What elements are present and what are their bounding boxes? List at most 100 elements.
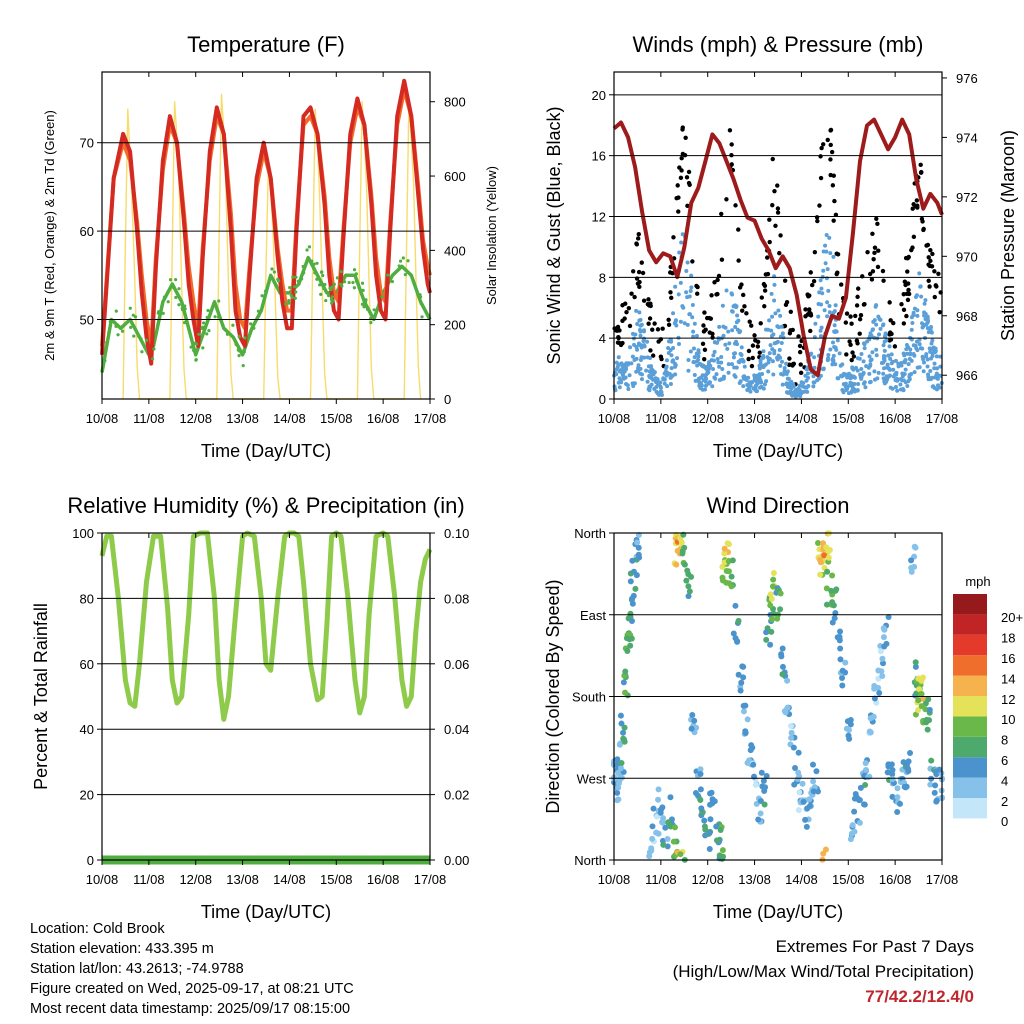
wind-point [638,358,643,363]
gust-point [808,270,813,275]
dewpoint-point [302,271,306,275]
dewpoint-point [390,279,395,284]
direction-point [915,697,922,704]
winds-xlabel: Time (Day/UTC) [713,441,843,461]
direction-point [799,780,806,787]
gust-point [715,277,720,283]
wind-point [785,384,790,389]
gust-point [702,310,707,315]
wind-point [773,311,778,316]
direction-point [831,615,838,622]
x-tick-label: 14/08 [273,872,306,887]
direction-point [782,709,789,716]
dewpoint-point [323,282,327,287]
wind-point [801,384,806,389]
gust-point [791,361,797,366]
wind-point [901,351,906,356]
dewpoint-point [360,281,365,285]
y-right-tick-label: 976 [956,71,978,86]
direction-point [646,853,653,860]
wind-point [849,375,854,380]
recent-text: Most recent data timestamp: 2025/09/17 0… [30,1001,351,1017]
direction-point [728,573,735,580]
y-tick-label: West [577,771,607,786]
gust-point [871,257,876,262]
direction-point [918,690,925,697]
direction-point [685,593,692,600]
direction-point [877,648,884,655]
direction-point [734,638,741,645]
direction-point [912,544,919,551]
x-tick-label: 12/08 [179,411,212,426]
gust-point [727,128,733,133]
wind-point [614,372,619,377]
gust-point [798,362,803,367]
wind-point [834,347,839,352]
wind-point [769,291,774,296]
direction-point [760,777,767,784]
dewpoint-point [194,351,198,355]
latlon-text: Station lat/lon: 43.2613; -74.9788 [30,961,244,977]
wind-point [920,321,925,326]
dewpoint-point [364,300,368,304]
wind-point [898,387,903,392]
gust-point [701,329,707,334]
dewpoint-point [291,275,295,279]
gust-point [835,270,840,275]
direction-point [916,686,923,693]
wind-point [886,366,891,371]
direction-point [828,587,835,594]
legend-swatch [953,614,987,635]
gust-point [749,323,754,328]
wind-point [900,374,905,379]
wind-point [638,333,643,338]
wind-point [828,251,833,256]
wind-point [821,268,826,273]
legend-label: 14 [1001,671,1015,686]
y-tick-label: 80 [80,591,94,606]
gust-point [892,344,898,349]
gust-point [685,203,690,209]
wind-point [671,311,676,316]
direction-point [925,696,932,703]
wind-point [889,352,894,357]
legend-swatch [953,675,987,696]
gust-point [775,206,781,211]
direction-point [752,781,759,788]
wind-point [640,344,645,349]
x-tick-label: 17/08 [926,411,959,426]
wind-point [678,280,683,285]
direction-point [905,758,912,765]
wind-point [806,383,811,388]
wind-point [725,346,730,351]
wind-point [730,309,735,314]
wind-point [874,322,879,327]
direction-point [753,800,760,807]
wind-point [840,373,845,378]
wind-point [711,367,716,372]
wind-point [720,303,725,308]
dewpoint-point [403,273,407,277]
direction-point [932,782,939,789]
dewpoint-point [174,277,178,282]
dewpoint-point [310,259,314,263]
gust-point [620,318,625,324]
y-right-tick-label: 974 [956,130,978,145]
direction-point [618,720,625,727]
wind-point [639,377,644,382]
direction-point [778,653,785,660]
wind-point [636,342,641,347]
direction-point [803,823,810,830]
dewpoint-point [201,325,205,329]
wind-point [891,367,896,372]
dewpoint-point [205,332,209,336]
direction-point [907,749,914,756]
gust-point [632,294,637,300]
wind-point [882,334,887,339]
x-tick-label: 13/08 [738,411,771,426]
direction-point [757,797,764,804]
wind-point [826,356,831,361]
wind-point [938,354,943,359]
y-tick-label: 60 [80,657,94,672]
extremes-subtitle: (High/Low/Max Wind/Total Precipitation) [672,962,974,981]
